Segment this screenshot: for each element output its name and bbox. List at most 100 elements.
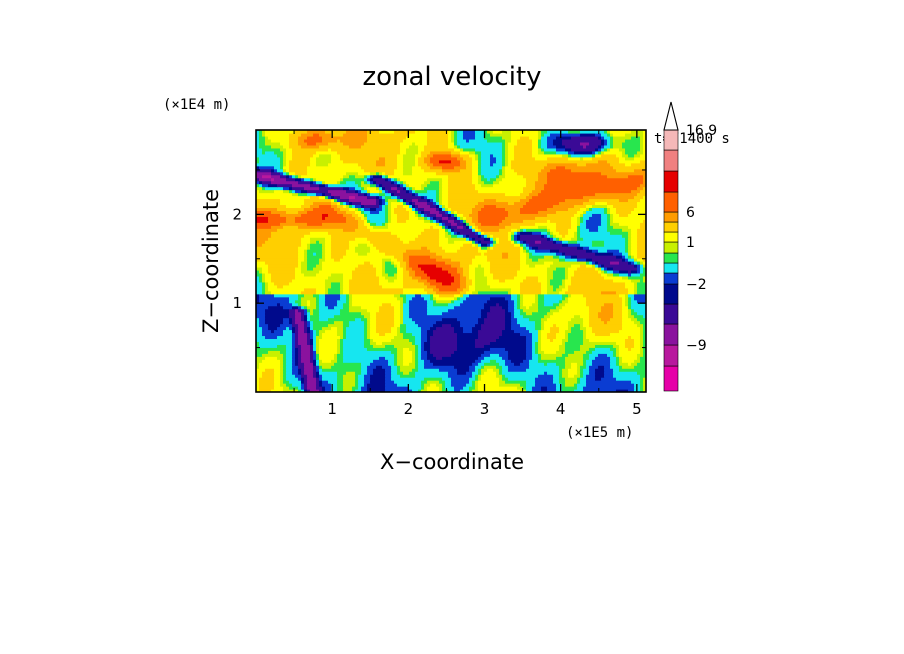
contour-cell xyxy=(331,201,338,206)
contour-cell xyxy=(397,359,404,363)
contour-cell xyxy=(565,266,569,271)
contour-cell xyxy=(256,144,260,149)
contour-cell xyxy=(565,234,575,238)
contour-cell xyxy=(259,141,266,146)
contour-cell xyxy=(466,275,470,280)
contour-cell xyxy=(388,216,392,220)
contour-cell xyxy=(625,344,635,348)
contour-cell xyxy=(394,130,416,134)
contour-cell xyxy=(403,156,416,161)
contour-cell xyxy=(565,356,584,360)
contour-cell xyxy=(370,240,404,244)
contour-cell xyxy=(388,272,395,277)
contour-cell xyxy=(511,135,521,140)
contour-cell xyxy=(550,219,572,223)
contour-cell xyxy=(385,213,389,217)
contour-cell xyxy=(367,371,374,375)
contour-cell xyxy=(463,299,488,304)
contour-cell xyxy=(325,249,332,253)
contour-cell xyxy=(430,344,458,348)
contour-cell xyxy=(532,347,536,351)
contour-cell xyxy=(529,252,533,256)
contour-cell xyxy=(613,225,629,229)
contour-cell xyxy=(535,383,557,387)
contour-cell xyxy=(406,147,419,152)
contour-cell xyxy=(424,377,443,381)
contour-cell xyxy=(316,344,320,348)
contour-cell xyxy=(544,314,551,319)
colorbar-segment xyxy=(663,344,679,367)
contour-cell xyxy=(256,326,263,331)
contour-cell xyxy=(310,344,314,348)
contour-cell xyxy=(307,192,317,197)
contour-cell xyxy=(535,156,548,161)
contour-cell xyxy=(628,299,632,304)
contour-cell xyxy=(421,329,428,334)
contour-cell xyxy=(361,183,371,188)
contour-cell xyxy=(550,281,563,286)
contour-cell xyxy=(583,368,590,372)
contour-cell xyxy=(469,377,476,381)
contour-cell xyxy=(457,213,464,217)
contour-cell xyxy=(298,356,302,360)
contour-cell xyxy=(577,246,584,250)
contour-cell xyxy=(349,195,356,200)
contour-cell xyxy=(286,216,296,220)
contour-cell xyxy=(490,243,494,247)
contour-cell xyxy=(409,308,428,313)
contour-cell xyxy=(496,198,521,203)
contour-cell xyxy=(637,317,646,322)
contour-cell xyxy=(379,192,386,197)
contour-cell xyxy=(604,302,614,307)
contour-cell xyxy=(292,329,296,334)
contour-cell xyxy=(601,213,608,217)
contour-cell xyxy=(412,198,419,203)
contour-cell xyxy=(304,320,308,325)
contour-cell xyxy=(526,380,536,384)
contour-cell xyxy=(526,341,533,345)
contour-cell xyxy=(508,156,515,161)
contour-cell xyxy=(256,335,266,340)
contour-cell xyxy=(265,290,272,295)
contour-cell xyxy=(571,278,614,283)
contour-cell xyxy=(427,350,431,354)
contour-cell xyxy=(562,305,590,310)
contour-cell xyxy=(565,332,569,337)
contour-cell xyxy=(457,135,464,140)
contour-cell xyxy=(568,269,575,274)
contour-cell xyxy=(559,380,566,384)
contour-cell xyxy=(559,374,563,378)
contour-cell xyxy=(313,332,317,337)
contour-cell xyxy=(592,359,611,363)
contour-cell xyxy=(607,272,614,277)
contour-cell xyxy=(484,180,494,185)
contour-cell xyxy=(637,281,646,286)
contour-cell xyxy=(466,284,470,289)
colorbar-segment xyxy=(663,231,679,243)
contour-cell xyxy=(622,359,635,363)
contour-cell xyxy=(265,135,269,140)
contour-cell xyxy=(379,332,386,337)
contour-cell xyxy=(538,335,542,340)
contour-cell xyxy=(562,240,569,244)
contour-cell xyxy=(643,383,646,387)
contour-cell xyxy=(493,237,497,241)
contour-cell xyxy=(370,189,380,194)
contour-cell xyxy=(364,204,380,209)
contour-cell xyxy=(289,386,299,390)
contour-cell xyxy=(571,365,578,369)
contour-cell xyxy=(637,362,646,366)
contour-cell xyxy=(328,305,335,310)
contour-cell xyxy=(493,275,515,280)
contour-cell xyxy=(355,383,359,387)
contour-cell xyxy=(412,341,416,345)
contour-cell xyxy=(367,219,371,223)
contour-cell xyxy=(436,296,455,301)
contour-cell xyxy=(478,263,482,268)
contour-cell xyxy=(331,198,335,203)
contour-cell xyxy=(256,368,266,372)
contour-cell xyxy=(292,362,296,366)
contour-cell xyxy=(511,234,515,238)
contour-cell xyxy=(526,305,530,310)
contour-cell xyxy=(613,144,623,149)
